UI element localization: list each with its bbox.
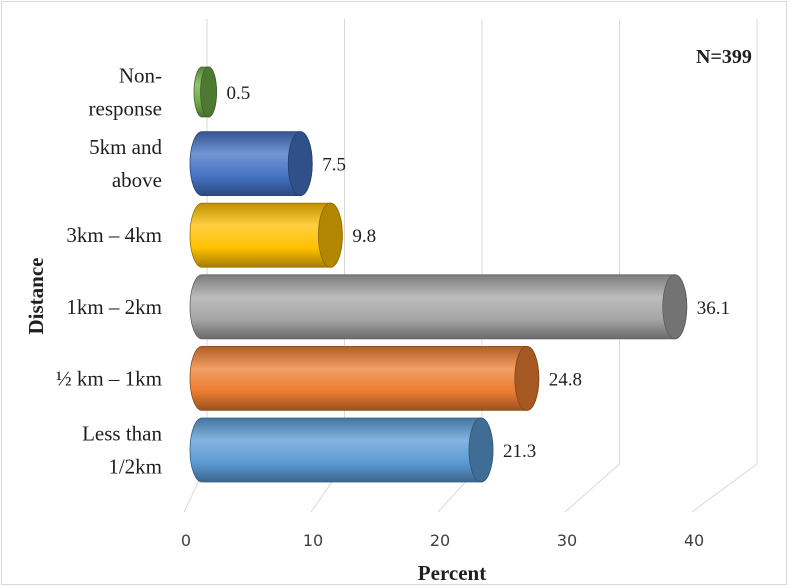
bar-end-cap <box>317 202 343 268</box>
bar <box>189 202 343 268</box>
y-category-label: above <box>112 168 162 192</box>
y-category-label: 5km and <box>89 135 162 159</box>
bar-end-cap <box>468 417 494 483</box>
bar-end-cap <box>514 345 540 411</box>
x-tick-label: 0 <box>181 531 191 550</box>
y-category-label: 1km – 2km <box>66 295 162 319</box>
data-label: 21.3 <box>503 441 536 462</box>
gridline-floor <box>564 463 620 513</box>
x-tick-label: 30 <box>557 531 577 550</box>
x-tick-label: 10 <box>303 531 323 550</box>
y-category-label: 1/2km <box>108 455 162 479</box>
data-label: 36.1 <box>697 298 730 319</box>
bar-body <box>189 417 494 483</box>
bar-end-cap <box>200 66 217 118</box>
y-category-label: 3km – 4km <box>66 223 162 247</box>
y-category-label: ½ km – 1km <box>56 366 162 390</box>
bar-end-cap <box>287 131 313 197</box>
bar-end-cap <box>662 274 688 340</box>
gridline-floor <box>691 463 758 513</box>
data-label: 7.5 <box>322 155 346 176</box>
y-category-label: Non- <box>119 64 162 88</box>
y-category-label: Less than <box>82 422 162 446</box>
bar-body <box>189 274 688 340</box>
bar <box>189 417 494 483</box>
bar-body <box>189 346 540 411</box>
data-label: 0.5 <box>227 83 251 104</box>
sample-size-annotation: N=399 <box>696 46 752 68</box>
bar <box>189 274 688 340</box>
bar <box>193 66 217 118</box>
x-axis-title: Percent <box>418 561 486 585</box>
x-tick-label: 20 <box>430 531 450 550</box>
x-tick-label: 40 <box>684 531 704 550</box>
labels: 0 10 20 30 40 21.3 Less than 1/2km 24.8 ½ km – 1k… <box>56 64 730 551</box>
y-category-label: response <box>89 97 162 121</box>
bars <box>189 66 688 483</box>
data-label: 24.8 <box>549 369 582 390</box>
y-axis-title: Distance <box>24 258 48 335</box>
bar <box>189 131 313 197</box>
data-label: 9.8 <box>352 226 376 247</box>
bar <box>189 345 540 411</box>
